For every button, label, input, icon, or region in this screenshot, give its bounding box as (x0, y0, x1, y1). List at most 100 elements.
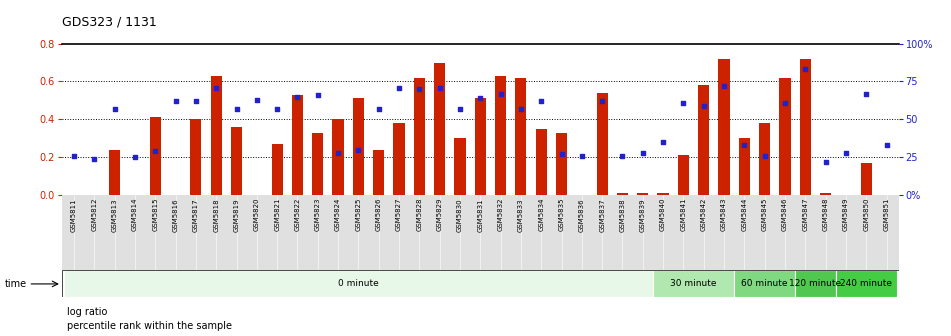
Text: log ratio: log ratio (67, 307, 107, 318)
Point (290, 94, 305, 99)
Point (716, 83, 731, 89)
Point (798, 67, 813, 72)
Bar (535, 129, 547, 195)
Text: GSM5850: GSM5850 (864, 198, 869, 232)
Text: GSM5838: GSM5838 (619, 198, 626, 232)
Bar (455, 138, 466, 195)
Point (412, 86, 427, 92)
Point (269, 106, 284, 112)
Bar (149, 117, 161, 195)
Text: GSM5834: GSM5834 (538, 198, 544, 232)
Text: GSM5835: GSM5835 (558, 198, 565, 232)
Text: 30 minute: 30 minute (670, 280, 717, 288)
Bar (718, 59, 729, 195)
Bar (637, 193, 649, 195)
Bar (836, 270, 897, 297)
Point (737, 142, 752, 148)
Point (655, 139, 670, 145)
Point (594, 98, 610, 104)
Bar (272, 144, 282, 195)
Point (432, 85, 447, 90)
Point (838, 150, 853, 155)
Bar (394, 123, 404, 195)
Text: time: time (5, 279, 27, 289)
Text: GDS323 / 1131: GDS323 / 1131 (62, 15, 157, 28)
Bar (698, 85, 709, 195)
Text: GSM5833: GSM5833 (518, 198, 524, 232)
Bar (515, 78, 527, 195)
Point (168, 98, 184, 104)
Point (635, 150, 650, 155)
Text: GSM5816: GSM5816 (172, 198, 179, 232)
Text: GSM5814: GSM5814 (132, 198, 138, 232)
Bar (820, 193, 831, 195)
Point (676, 100, 691, 106)
Text: GSM5843: GSM5843 (721, 198, 727, 232)
Bar (795, 270, 836, 297)
Text: GSM5828: GSM5828 (417, 198, 422, 232)
Point (147, 149, 163, 154)
Bar (353, 98, 364, 195)
Bar (739, 138, 750, 195)
Point (371, 106, 386, 112)
Text: GSM5842: GSM5842 (701, 198, 707, 231)
Text: GSM5813: GSM5813 (111, 198, 118, 232)
Bar (657, 193, 669, 195)
Text: GSM5824: GSM5824 (335, 198, 341, 231)
Text: GSM5845: GSM5845 (762, 198, 767, 231)
Point (87, 156, 102, 161)
Point (553, 151, 569, 157)
Text: GSM5825: GSM5825 (356, 198, 361, 231)
Bar (414, 78, 425, 195)
Text: GSM5822: GSM5822 (295, 198, 301, 231)
Text: GSM5847: GSM5847 (803, 198, 808, 232)
Bar (596, 93, 608, 195)
Text: GSM5841: GSM5841 (680, 198, 687, 232)
Point (453, 106, 468, 112)
Point (777, 100, 792, 106)
Text: GSM5827: GSM5827 (396, 198, 402, 232)
Text: GSM5821: GSM5821 (274, 198, 281, 232)
Bar (231, 127, 243, 195)
Point (879, 142, 894, 148)
Bar (333, 119, 343, 195)
Text: GSM5846: GSM5846 (782, 198, 788, 232)
Point (107, 106, 123, 112)
Text: GSM5815: GSM5815 (152, 198, 158, 232)
Bar (617, 193, 628, 195)
Point (493, 91, 508, 96)
Point (473, 95, 488, 101)
Point (574, 153, 590, 158)
Text: GSM5818: GSM5818 (213, 198, 219, 232)
Text: GSM5819: GSM5819 (234, 198, 240, 232)
Text: GSM5820: GSM5820 (254, 198, 260, 232)
Point (351, 147, 366, 152)
Text: GSM5832: GSM5832 (497, 198, 504, 232)
Text: GSM5831: GSM5831 (477, 198, 483, 232)
Text: GSM5837: GSM5837 (599, 198, 605, 232)
Text: 60 minute: 60 minute (742, 280, 787, 288)
Point (310, 92, 325, 98)
Text: GSM5849: GSM5849 (843, 198, 849, 232)
Point (229, 106, 244, 112)
Point (696, 103, 711, 109)
Point (67, 153, 82, 158)
Point (534, 98, 549, 104)
Text: GSM5848: GSM5848 (823, 198, 828, 232)
Bar (109, 150, 120, 195)
Text: GSM5840: GSM5840 (660, 198, 666, 232)
Bar (190, 119, 202, 195)
Bar (780, 78, 790, 195)
Text: GSM5812: GSM5812 (91, 198, 97, 232)
Bar (861, 163, 872, 195)
Text: GSM5836: GSM5836 (579, 198, 585, 232)
Point (249, 97, 264, 102)
Point (127, 155, 143, 160)
Text: GSM5851: GSM5851 (883, 198, 889, 232)
Bar (495, 76, 506, 195)
Text: percentile rank within the sample: percentile rank within the sample (67, 321, 232, 331)
Point (514, 106, 529, 112)
Text: GSM5830: GSM5830 (456, 198, 463, 232)
Text: 240 minute: 240 minute (840, 280, 892, 288)
Bar (64, 270, 653, 297)
